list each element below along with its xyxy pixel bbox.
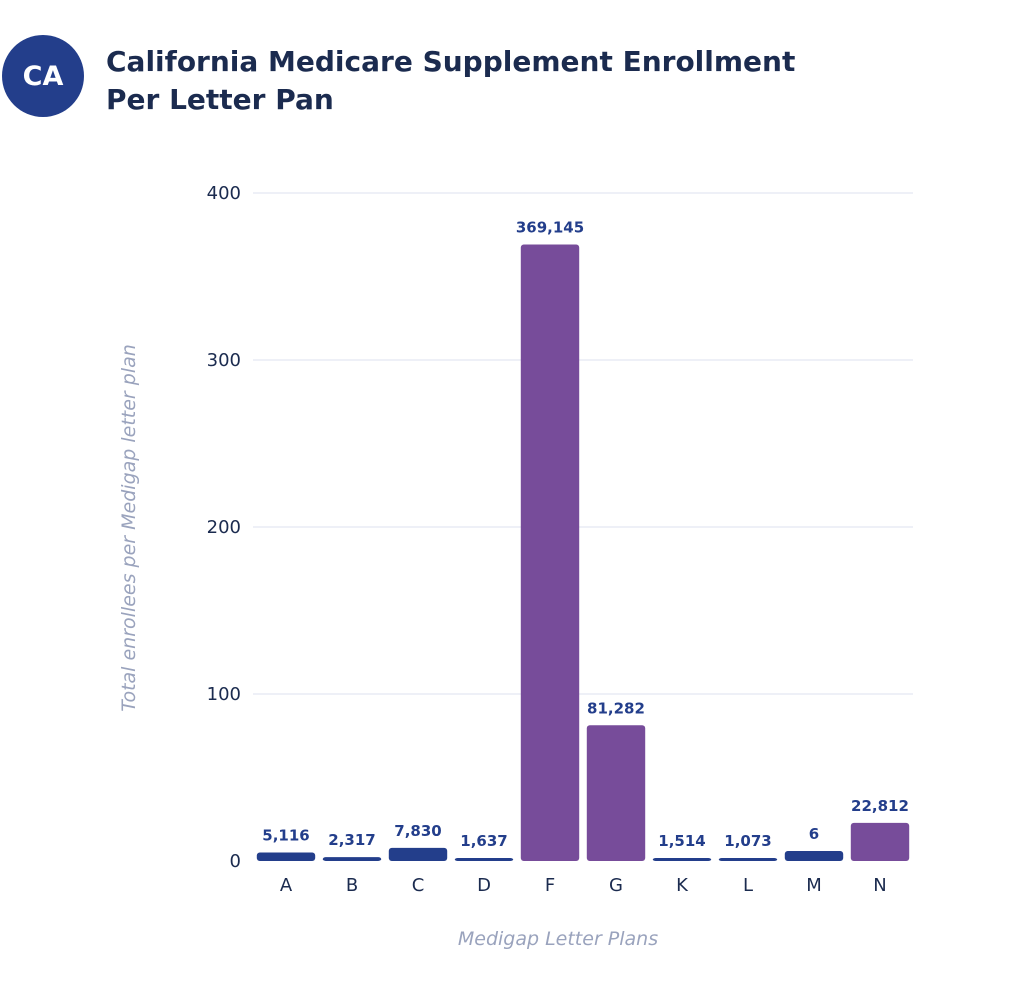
state-badge: CA (2, 35, 84, 117)
data-label-K: 1,514 (658, 832, 705, 850)
bar-F (520, 244, 580, 862)
x-tick-label-N: N (873, 875, 886, 896)
bar-C (388, 847, 448, 861)
bar-B (322, 857, 382, 861)
chart-header: CA California Medicare Supplement Enroll… (0, 0, 1024, 140)
bar-A (256, 852, 316, 861)
chart-title-line-1: California Medicare Supplement Enrollmen… (106, 45, 796, 78)
chart-title-line-2: Per Letter Pan (106, 83, 334, 116)
x-tick-label-B: B (346, 875, 358, 896)
gridlines (253, 192, 913, 695)
y-axis-title: Total enrollees per Medigap letter plan (118, 344, 140, 712)
y-tick-label-400: 400 (207, 183, 241, 204)
y-tick-label-300: 300 (207, 350, 241, 371)
data-label-N: 22,812 (851, 797, 909, 815)
x-tick-label-A: A (280, 875, 293, 896)
x-tick-label-G: G (609, 875, 623, 896)
data-label-F: 369,145 (516, 219, 584, 237)
bar-G (586, 725, 646, 861)
x-tick-label-D: D (477, 875, 491, 896)
data-labels: 5,116 2,317 7,830 1,637 369,145 81,282 1,514 1,… (262, 219, 909, 850)
bar-D (454, 858, 514, 861)
chart-title: California Medicare Supplement Enrollmen… (106, 43, 906, 119)
x-tick-label-L: L (743, 875, 753, 896)
x-tick-label-F: F (545, 875, 555, 896)
x-axis-title: Medigap Letter Plans (458, 928, 658, 950)
x-tick-label-K: K (676, 875, 689, 896)
data-label-B: 2,317 (328, 831, 375, 849)
y-tick-label-200: 200 (207, 517, 241, 538)
bar-K (652, 858, 712, 861)
x-tick-label-M: M (806, 875, 822, 896)
data-label-A: 5,116 (262, 826, 309, 844)
bar-N (850, 822, 910, 861)
data-label-D: 1,637 (460, 832, 507, 850)
y-tick-label-0: 0 (230, 851, 241, 872)
bar-M (784, 850, 844, 861)
bars (256, 244, 910, 862)
bar-L (718, 858, 778, 861)
data-label-G: 81,282 (587, 699, 645, 717)
data-label-C: 7,830 (394, 822, 441, 840)
y-axis-ticks: 0 100 200 300 400 (207, 183, 241, 872)
data-label-L: 1,073 (724, 832, 771, 850)
y-tick-label-100: 100 (207, 684, 241, 705)
x-tick-label-C: C (412, 875, 425, 896)
data-label-M: 6 (809, 825, 819, 843)
